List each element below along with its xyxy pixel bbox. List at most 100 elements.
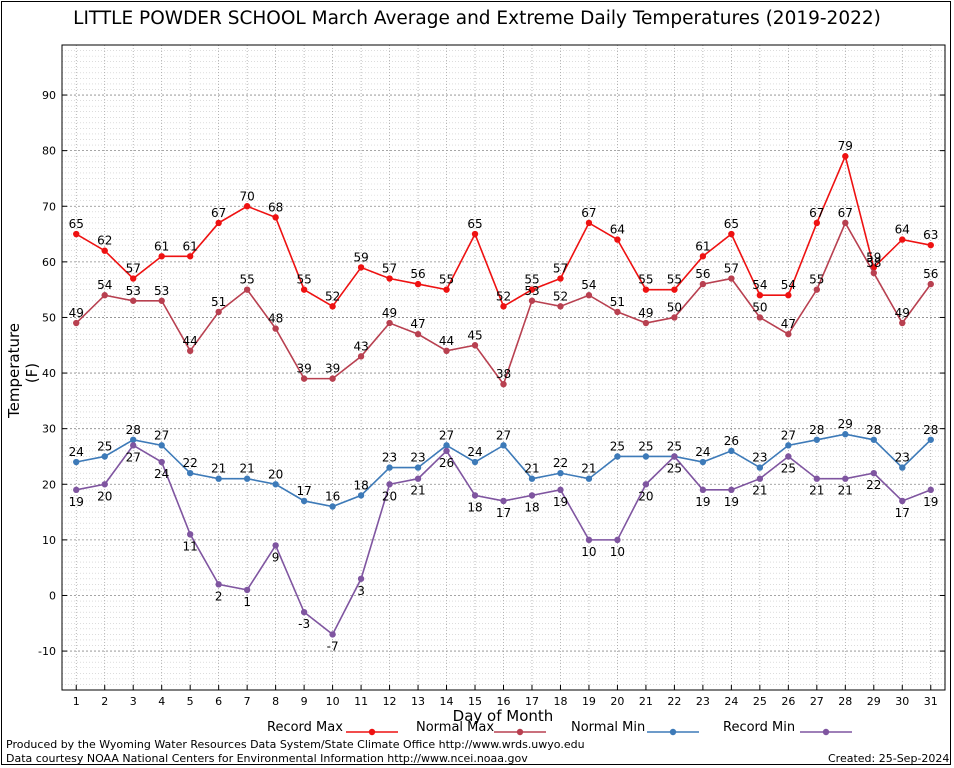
data-point-record-min <box>500 497 507 505</box>
data-point-normal-min <box>158 442 165 449</box>
legend-marker-record-max <box>368 728 376 736</box>
x-tick-label: 12 <box>383 695 397 708</box>
data-label-normal-min: 25 <box>667 439 682 453</box>
data-point-record-min <box>557 486 564 494</box>
data-point-normal-max <box>557 303 564 310</box>
data-point-record-max <box>471 230 479 238</box>
data-point-normal-min <box>927 436 934 443</box>
data-point-normal-max <box>73 319 80 327</box>
data-point-normal-min <box>728 447 735 455</box>
data-label-normal-min: 25 <box>638 439 653 453</box>
data-point-normal-min <box>557 469 564 477</box>
data-label-record-max: 67 <box>581 206 596 220</box>
data-point-record-min <box>443 447 450 455</box>
data-label-normal-max: 49 <box>895 306 910 320</box>
data-point-normal-max <box>243 286 251 293</box>
data-label-normal-max: 67 <box>838 206 853 220</box>
data-point-record-max <box>813 219 821 227</box>
data-label-normal-min: 23 <box>410 451 425 465</box>
data-label-normal-min: 21 <box>240 462 255 476</box>
x-axis-label: Day of Month <box>452 707 554 725</box>
data-point-normal-min <box>842 431 849 438</box>
data-point-normal-min <box>471 458 479 466</box>
data-point-record-max <box>158 253 165 260</box>
data-label-normal-max: 55 <box>240 273 255 287</box>
data-label-normal-max: 49 <box>69 306 84 320</box>
data-point-record-min <box>870 469 877 477</box>
y-tick-label: 20 <box>42 478 56 491</box>
data-point-normal-max <box>300 375 308 382</box>
data-label-record-max: 64 <box>895 223 910 237</box>
data-label-normal-max: 53 <box>524 284 539 298</box>
data-label-normal-max: 47 <box>410 317 425 331</box>
data-point-record-min <box>785 453 792 460</box>
data-point-record-max <box>699 253 707 260</box>
data-label-record-max: 67 <box>211 206 226 220</box>
data-point-record-max <box>557 275 564 282</box>
data-point-normal-min <box>585 475 593 482</box>
y-tick-label: 60 <box>42 256 56 269</box>
data-point-normal-min <box>813 436 821 443</box>
y-tick-label: 80 <box>42 145 56 158</box>
data-point-normal-max <box>443 347 450 355</box>
x-tick-label: 26 <box>781 695 795 708</box>
data-point-normal-max <box>130 297 137 304</box>
data-label-record-max: 62 <box>97 234 112 248</box>
data-point-normal-max <box>642 319 650 327</box>
data-label-record-max: 59 <box>866 250 881 264</box>
data-point-normal-min <box>101 453 108 460</box>
data-point-normal-max <box>329 375 336 382</box>
data-point-record-max <box>927 241 934 249</box>
data-point-record-max <box>272 214 279 221</box>
data-label-normal-max: 52 <box>553 289 568 303</box>
data-point-normal-max <box>585 292 593 299</box>
data-label-normal-min: 18 <box>353 478 368 492</box>
data-label-normal-max: 58 <box>866 256 881 270</box>
data-point-normal-min <box>899 464 906 471</box>
data-label-record-min: 3 <box>357 584 365 598</box>
data-label-record-min: 20 <box>638 489 653 503</box>
data-label-record-max: 67 <box>809 206 824 220</box>
data-label-record-min: 17 <box>496 506 511 520</box>
data-label-normal-min: 23 <box>382 451 397 465</box>
data-point-normal-min <box>414 464 422 471</box>
data-point-record-max <box>357 264 365 271</box>
data-label-record-max: 65 <box>724 217 739 231</box>
x-tick-label: 30 <box>895 695 909 708</box>
x-tick-label: 27 <box>810 695 824 708</box>
data-label-normal-max: 44 <box>439 334 454 348</box>
data-point-normal-max <box>528 297 536 304</box>
data-point-record-max <box>528 286 536 293</box>
y-tick-label: -10 <box>38 645 56 658</box>
data-point-normal-max <box>471 342 479 349</box>
x-tick-label: 10 <box>326 695 340 708</box>
x-tick-label: 19 <box>582 695 596 708</box>
data-label-record-min: 10 <box>581 545 596 559</box>
data-point-record-min <box>471 492 479 499</box>
data-point-record-min <box>671 453 678 460</box>
data-point-record-min <box>215 581 222 588</box>
data-label-record-max: 55 <box>667 273 682 287</box>
data-label-normal-max: 45 <box>467 328 482 342</box>
data-point-normal-min <box>300 497 308 505</box>
data-point-normal-min <box>500 442 507 449</box>
x-tick-label: 3 <box>130 695 137 708</box>
data-label-record-max: 70 <box>240 189 255 203</box>
data-point-record-min <box>386 481 393 488</box>
x-tick-label: 1 <box>73 695 80 708</box>
data-point-record-min <box>927 486 934 494</box>
data-label-record-min: 20 <box>97 489 112 503</box>
data-point-record-min <box>186 531 194 538</box>
data-point-normal-max <box>899 319 906 327</box>
data-point-normal-min <box>614 453 621 460</box>
data-label-normal-min: 23 <box>752 451 767 465</box>
data-label-record-min: 18 <box>467 500 482 514</box>
data-point-record-max <box>642 286 650 293</box>
data-label-record-max: 55 <box>296 273 311 287</box>
data-point-normal-min <box>357 492 365 499</box>
data-label-record-max: 57 <box>126 262 141 276</box>
data-point-normal-max <box>671 314 678 321</box>
x-tick-label: 18 <box>553 695 567 708</box>
data-label-record-min: 19 <box>923 495 938 509</box>
data-point-record-min <box>329 631 336 638</box>
